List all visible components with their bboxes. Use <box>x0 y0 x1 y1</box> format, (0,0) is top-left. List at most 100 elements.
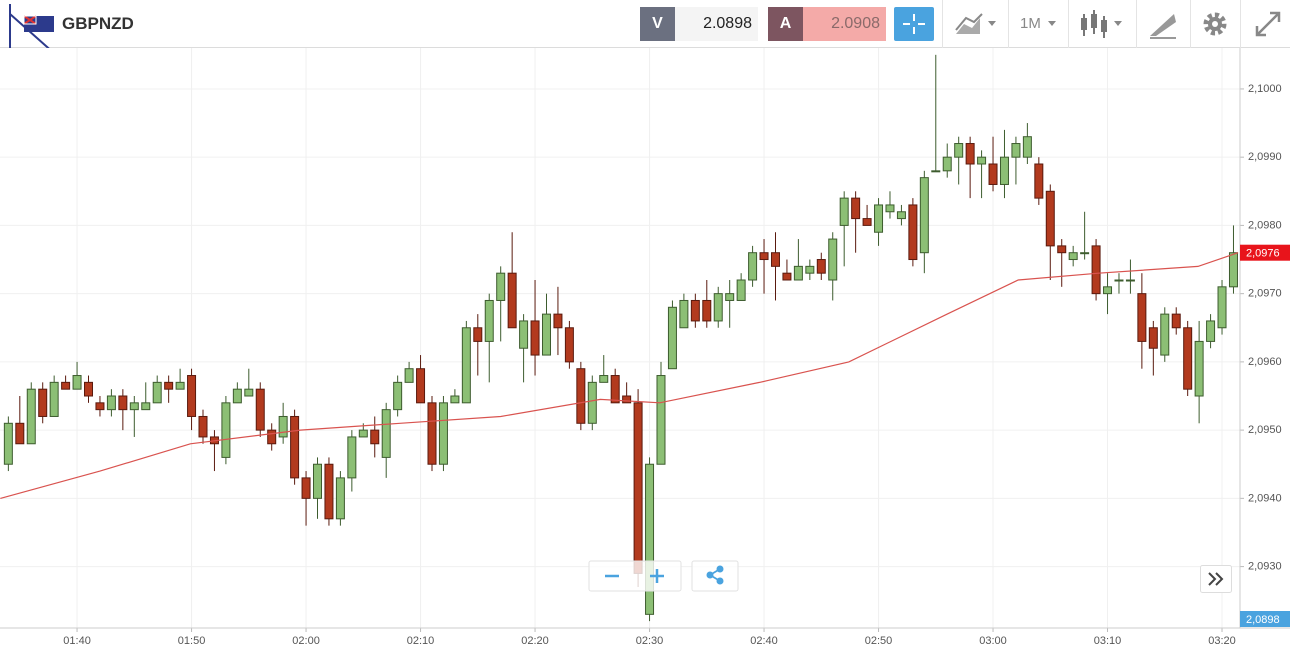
candle-body <box>1022 136 1032 158</box>
x-tick-label: 03:00 <box>979 635 1007 647</box>
draw-tool-button[interactable] <box>1146 0 1180 48</box>
candle-body <box>942 156 952 172</box>
candle-style-button[interactable] <box>1078 0 1130 48</box>
candle-body <box>919 177 929 254</box>
x-tick-label: 02:30 <box>636 635 664 647</box>
candle-body <box>1217 286 1227 329</box>
candle-body <box>679 299 689 329</box>
candle-body <box>1011 143 1021 158</box>
candle-body <box>874 204 884 233</box>
x-tick-label: 01:50 <box>178 635 206 647</box>
x-tick-label: 02:50 <box>865 635 893 647</box>
ask-label[interactable]: A <box>768 7 803 41</box>
candle-body <box>484 299 494 342</box>
candle-body <box>15 422 25 445</box>
candle-body <box>587 381 597 424</box>
price-tag-label: 2,0976 <box>1246 248 1280 260</box>
candle-body <box>1228 252 1238 288</box>
candle-body <box>725 293 735 301</box>
candle-body <box>954 143 964 158</box>
fullscreen-button[interactable] <box>1252 0 1286 48</box>
candle-body <box>1160 313 1170 356</box>
candle-body <box>896 211 906 220</box>
candle-body <box>1171 313 1181 329</box>
candle-body <box>1103 286 1113 295</box>
candle-body <box>84 381 94 397</box>
candle-body <box>1068 252 1078 261</box>
candle-body <box>152 381 162 404</box>
candle-body <box>324 463 334 520</box>
x-tick-label: 02:10 <box>407 635 435 647</box>
candle-body <box>473 327 483 342</box>
candle-body <box>862 218 872 226</box>
candle-body <box>267 429 277 445</box>
candle-body <box>713 293 723 322</box>
candle-body <box>988 163 998 185</box>
candle-body <box>1034 163 1044 199</box>
bid-label[interactable]: V <box>640 7 675 41</box>
y-tick-label: 2,0970 <box>1248 288 1282 300</box>
candle-body <box>622 395 632 404</box>
candle-body <box>438 402 448 465</box>
candle-body <box>885 204 895 213</box>
candle-body <box>278 415 288 438</box>
candle-body <box>1080 252 1090 255</box>
candle-body <box>38 388 48 417</box>
candle-body <box>416 368 426 404</box>
price-tag-label: 2,0898 <box>1246 614 1280 626</box>
candle-body <box>370 429 380 445</box>
candle-body <box>805 265 815 274</box>
candle-body <box>347 436 357 479</box>
candle-body <box>164 381 174 390</box>
candle-body <box>656 375 666 465</box>
candle-body <box>301 477 311 499</box>
scroll-right-button[interactable] <box>1200 565 1232 593</box>
y-tick-label: 2,0940 <box>1248 492 1282 504</box>
timeframe[interactable]: 1M <box>1020 15 1041 32</box>
toolbar: GBPNZD V 2.0898 A 2.0908 1M <box>0 0 1290 48</box>
chart-type-button[interactable] <box>952 0 1002 48</box>
candle-body <box>198 415 208 438</box>
candle-body <box>72 375 82 390</box>
candle-body <box>358 429 368 438</box>
candle-body <box>599 375 609 383</box>
candle-body <box>141 402 151 411</box>
candle-body <box>564 327 574 363</box>
y-tick-label: 2,1000 <box>1248 83 1282 95</box>
candle-body <box>1137 293 1147 342</box>
crosshair-button[interactable] <box>894 7 934 41</box>
candle-body <box>335 477 345 520</box>
candle-body <box>381 409 391 458</box>
candle-body <box>1148 327 1158 349</box>
candle-body <box>244 388 254 397</box>
y-tick-label: 2,0960 <box>1248 356 1282 368</box>
candle-body <box>1057 245 1067 254</box>
candle-body <box>496 272 506 301</box>
candle-body <box>175 381 185 390</box>
candle-body <box>49 381 59 417</box>
candle-body <box>851 197 861 220</box>
candle-body <box>1114 279 1124 282</box>
price-tag <box>1240 244 1290 261</box>
candle-body <box>221 402 231 458</box>
candle-body <box>908 204 918 261</box>
candle-body <box>610 375 620 404</box>
candle-body <box>839 197 849 226</box>
candle-body <box>736 279 746 301</box>
candle-body <box>1091 245 1101 295</box>
candle-body <box>312 463 322 499</box>
candle-body <box>393 381 403 411</box>
moving-average <box>0 252 1239 499</box>
candle-body <box>977 156 987 165</box>
candle-body <box>759 252 769 261</box>
ask-price[interactable]: 2.0908 <box>803 7 886 41</box>
y-tick-label: 2,0950 <box>1248 424 1282 436</box>
candle-body <box>645 463 655 615</box>
candle-body <box>770 252 780 267</box>
x-tick-label: 01:40 <box>63 635 91 647</box>
candle-body <box>129 402 139 411</box>
bid-price[interactable]: 2.0898 <box>675 7 758 41</box>
settings-button[interactable] <box>1200 0 1230 48</box>
candle-body <box>255 388 265 431</box>
